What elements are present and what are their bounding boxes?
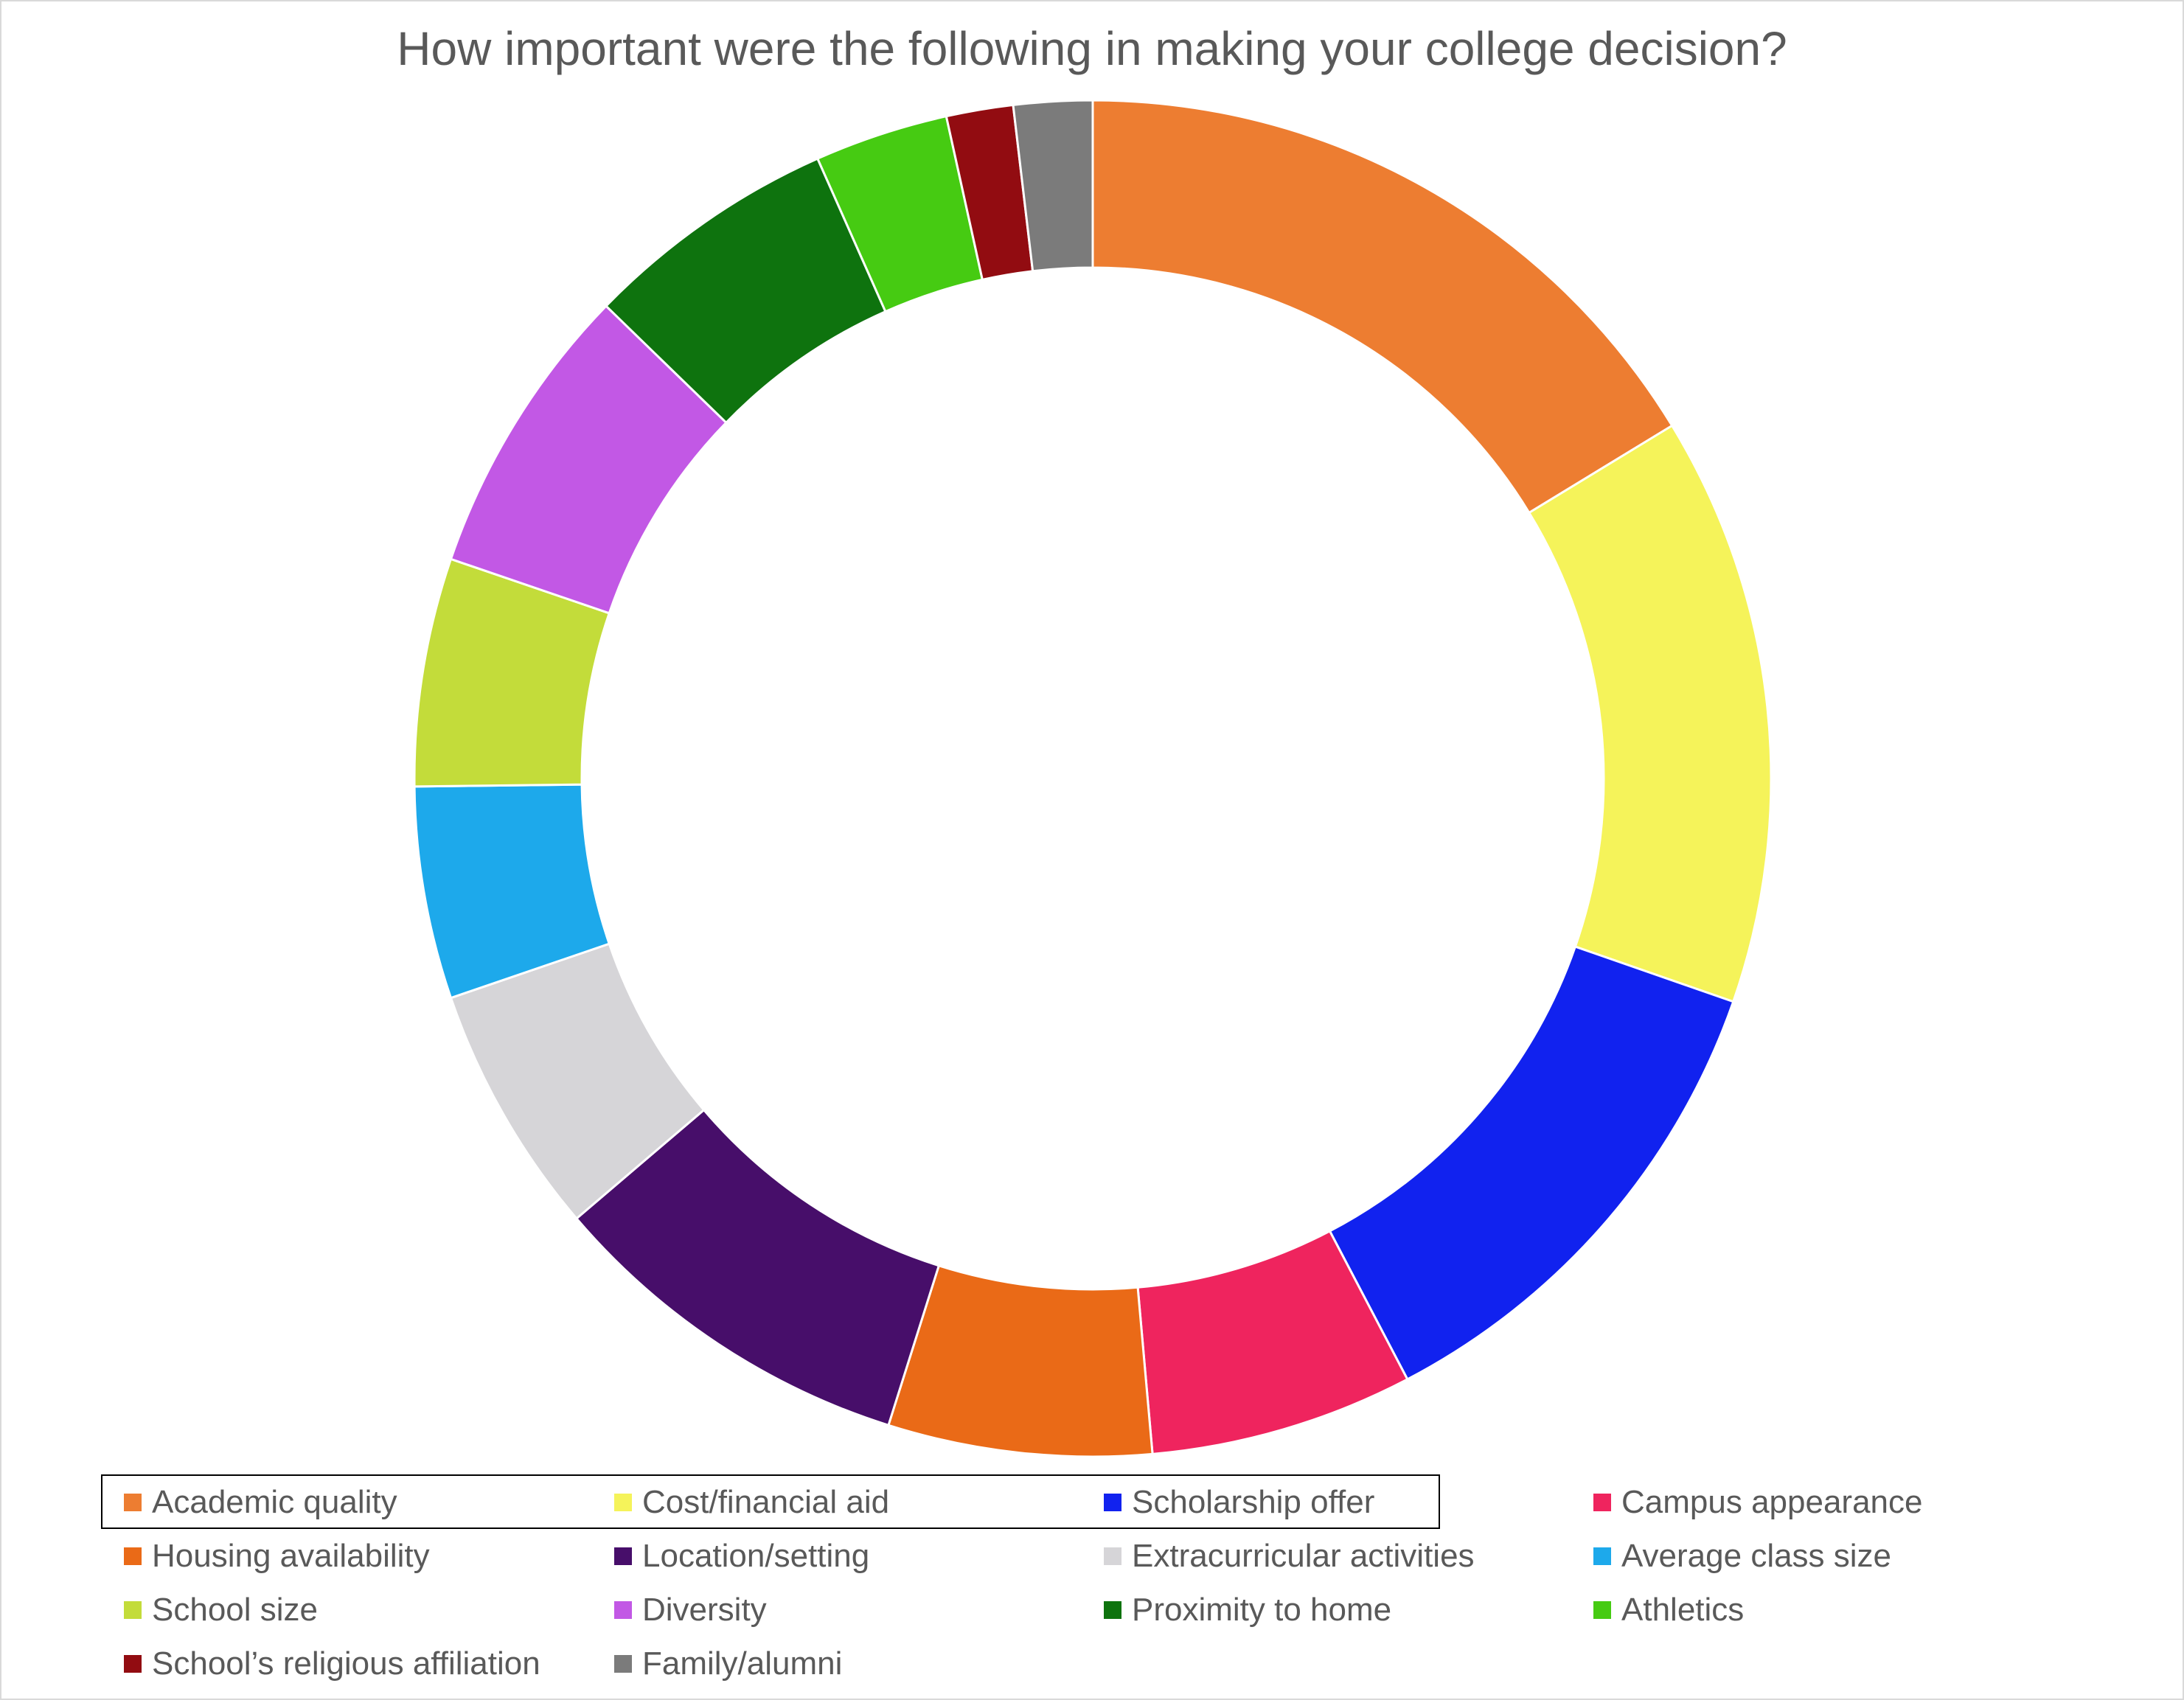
legend-swatch (1593, 1494, 1611, 1511)
legend-label: Extracurricular activities (1132, 1538, 1475, 1574)
chart-title: How important were the following in maki… (397, 22, 1787, 75)
legend-item-athletics[interactable]: Athletics (1593, 1588, 1744, 1632)
legend-swatch (124, 1494, 142, 1511)
legend-label: Diversity (642, 1592, 767, 1628)
donut-slice-academic-quality[interactable] (1091, 99, 1674, 515)
legend-label: Athletics (1621, 1592, 1745, 1628)
legend-swatch (1593, 1547, 1611, 1565)
legend-swatch (124, 1655, 142, 1673)
legend-swatch (1593, 1601, 1611, 1619)
legend-swatch (1104, 1547, 1121, 1565)
legend-item-academic-quality[interactable]: Academic quality (124, 1480, 397, 1525)
donut-slice-family-alumni[interactable] (1012, 99, 1094, 273)
donut-slice-cost-financial-aid[interactable] (1527, 424, 1773, 1003)
legend-swatch (614, 1494, 632, 1511)
legend-item-average-class-size[interactable]: Average class size (1593, 1534, 1891, 1578)
legend-label: Average class size (1621, 1538, 1892, 1574)
legend-item-extracurricular-activities[interactable]: Extracurricular activities (1104, 1534, 1475, 1578)
legend-item-housing-availability[interactable]: Housing availability (124, 1534, 430, 1578)
legend-label: Campus appearance (1621, 1484, 1923, 1520)
legend-item-campus-appearance[interactable]: Campus appearance (1593, 1480, 1922, 1525)
legend-label: Family/alumni (642, 1645, 843, 1682)
legend-label: School’s religious affiliation (152, 1645, 540, 1682)
legend-label: Location/setting (642, 1538, 870, 1574)
legend-item-proximity-to-home[interactable]: Proximity to home (1104, 1588, 1391, 1632)
legend-item-location-setting[interactable]: Location/setting (614, 1534, 869, 1578)
legend-selection-box (101, 1474, 1440, 1529)
legend-label: Housing availability (152, 1538, 430, 1574)
legend-swatch (1104, 1494, 1121, 1511)
legend-label: Proximity to home (1132, 1592, 1392, 1628)
legend-item-scholarship-offer[interactable]: Scholarship offer (1104, 1480, 1374, 1525)
donut-slice-scholarship-offer[interactable] (1328, 945, 1735, 1382)
legend-item-school-s-religious-affiliation[interactable]: School’s religious affiliation (124, 1642, 540, 1686)
legend-swatch (124, 1601, 142, 1619)
legend-swatch (614, 1601, 632, 1619)
legend-item-diversity[interactable]: Diversity (614, 1588, 767, 1632)
legend-label: Cost/financial aid (642, 1484, 890, 1520)
legend-swatch (124, 1547, 142, 1565)
donut-slices (413, 99, 1773, 1458)
legend-item-family-alumni[interactable]: Family/alumni (614, 1642, 842, 1686)
legend-label: Academic quality (152, 1484, 397, 1520)
legend-item-cost-financial-aid[interactable]: Cost/financial aid (614, 1480, 889, 1525)
legend-swatch (1104, 1601, 1121, 1619)
legend-label: School size (152, 1592, 319, 1628)
legend-swatch (614, 1655, 632, 1673)
legend-item-school-size[interactable]: School size (124, 1588, 318, 1632)
legend-label: Scholarship offer (1132, 1484, 1375, 1520)
legend-swatch (614, 1547, 632, 1565)
